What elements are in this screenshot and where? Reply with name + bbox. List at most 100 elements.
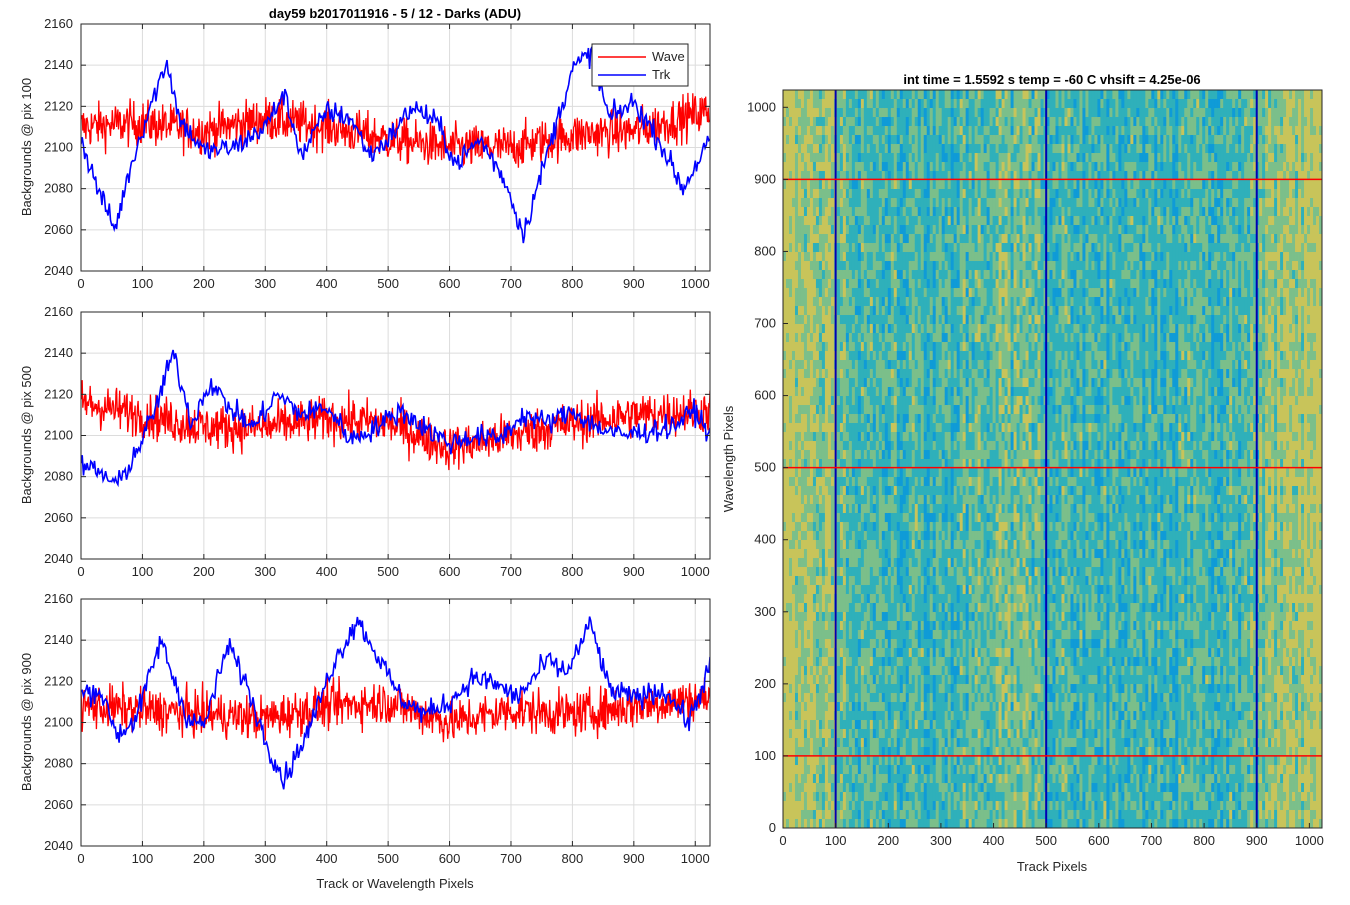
- heatmap-cell: [873, 279, 876, 288]
- heatmap-cell: [804, 153, 807, 162]
- heatmap-cell: [939, 666, 942, 675]
- heatmap-cell: [927, 297, 930, 306]
- heatmap-cell: [792, 558, 795, 567]
- heatmap-cell: [912, 135, 915, 144]
- heatmap-cell: [855, 531, 858, 540]
- heatmap-cell: [885, 468, 888, 477]
- heatmap-cell: [942, 576, 945, 585]
- heatmap-cell: [870, 423, 873, 432]
- heatmap-cell: [813, 324, 816, 333]
- heatmap-cell: [909, 540, 912, 549]
- heatmap-cell: [849, 702, 852, 711]
- heatmap-cell: [921, 234, 924, 243]
- heatmap-cell: [918, 234, 921, 243]
- heatmap-cell: [906, 252, 909, 261]
- heatmap-cell: [786, 792, 789, 801]
- heatmap-cell: [861, 351, 864, 360]
- heatmap-cell: [888, 333, 891, 342]
- heatmap-cell: [888, 126, 891, 135]
- heatmap-cell: [816, 540, 819, 549]
- heatmap-cell: [873, 405, 876, 414]
- heatmap-cell: [909, 585, 912, 594]
- heatmap-cell: [861, 522, 864, 531]
- heatmap-cell: [858, 306, 861, 315]
- heatmap-cell: [933, 504, 936, 513]
- heatmap-cell: [915, 495, 918, 504]
- heatmap-cell: [939, 756, 942, 765]
- heatmap-cell: [891, 504, 894, 513]
- heatmap-cell: [903, 774, 906, 783]
- heatmap-cell: [801, 648, 804, 657]
- heatmap-cell: [885, 324, 888, 333]
- heatmap-cell: [912, 369, 915, 378]
- heatmap-cell: [789, 342, 792, 351]
- heatmap-cell: [918, 279, 921, 288]
- heatmap-cell: [945, 405, 948, 414]
- heatmap-cell: [942, 477, 945, 486]
- heatmap-cell: [864, 324, 867, 333]
- heatmap-cell: [795, 405, 798, 414]
- heatmap-cell: [807, 639, 810, 648]
- heatmap-cell: [822, 513, 825, 522]
- heatmap-cell: [810, 432, 813, 441]
- heatmap-cell: [813, 306, 816, 315]
- y-tick-label: 2120: [44, 673, 73, 688]
- heatmap-cell: [873, 621, 876, 630]
- heatmap-cell: [888, 117, 891, 126]
- heatmap-cell: [810, 540, 813, 549]
- heatmap-cell: [795, 810, 798, 819]
- heatmap-cell: [888, 153, 891, 162]
- heatmap-panel: int time = 1.5592 s temp = -60 C vhsift …: [721, 72, 1324, 874]
- heatmap-cell: [915, 234, 918, 243]
- heatmap-cell: [858, 297, 861, 306]
- heatmap-cell: [924, 306, 927, 315]
- heatmap-cell: [840, 675, 843, 684]
- heatmap-cell: [813, 747, 816, 756]
- heatmap-cell: [855, 342, 858, 351]
- heatmap-cell: [924, 108, 927, 117]
- heatmap-cell: [792, 792, 795, 801]
- heatmap-cell: [909, 315, 912, 324]
- heatmap-cell: [822, 153, 825, 162]
- heatmap-cell: [852, 540, 855, 549]
- heatmap-cell: [804, 306, 807, 315]
- heatmap-cell: [933, 513, 936, 522]
- heatmap-cell: [876, 774, 879, 783]
- heatmap-cell: [936, 432, 939, 441]
- x-tick-label: 600: [439, 564, 461, 579]
- heatmap-cell: [825, 99, 828, 108]
- heatmap-cell: [855, 270, 858, 279]
- heatmap-cell: [819, 360, 822, 369]
- heatmap-cell: [789, 90, 792, 99]
- heatmap-cell: [819, 639, 822, 648]
- heatmap-cell: [801, 252, 804, 261]
- heatmap-cell: [933, 270, 936, 279]
- heatmap-cell: [795, 198, 798, 207]
- heatmap-cell: [933, 774, 936, 783]
- heatmap-cell: [807, 144, 810, 153]
- heatmap-cell: [888, 504, 891, 513]
- heatmap-cell: [831, 297, 834, 306]
- heatmap-cell: [948, 540, 951, 549]
- heatmap-cell: [792, 333, 795, 342]
- heatmap-cell: [804, 270, 807, 279]
- heatmap-cell: [804, 702, 807, 711]
- heatmap-cell: [876, 396, 879, 405]
- heatmap-cell: [948, 387, 951, 396]
- heatmap-cell: [879, 567, 882, 576]
- heatmap-cell: [936, 477, 939, 486]
- heatmap-cell: [945, 414, 948, 423]
- heatmap-cell: [819, 738, 822, 747]
- heatmap-cell: [882, 135, 885, 144]
- heatmap-cell: [846, 666, 849, 675]
- heatmap-cell: [909, 468, 912, 477]
- heatmap-cell: [822, 405, 825, 414]
- heatmap-cell: [807, 414, 810, 423]
- heatmap-cell: [876, 306, 879, 315]
- heatmap-cell: [879, 657, 882, 666]
- heatmap-cell: [954, 522, 957, 531]
- heatmap-cell: [816, 225, 819, 234]
- heatmap-cell: [894, 432, 897, 441]
- heatmap-cell: [906, 531, 909, 540]
